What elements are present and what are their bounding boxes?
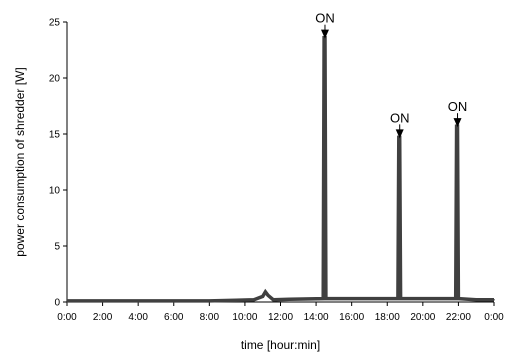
y-tick-label: 10: [49, 186, 61, 197]
data-point: [454, 297, 457, 300]
data-point: [493, 299, 495, 301]
y-tick-label: 5: [54, 242, 60, 253]
data-point: [253, 299, 255, 301]
on-annotation-arrowhead: [395, 129, 404, 139]
x-tick-label: 0:00: [57, 312, 77, 323]
data-point: [272, 299, 275, 301]
x-tick-label: 2:00: [93, 312, 113, 323]
data-point: [422, 297, 424, 300]
data-point: [261, 295, 264, 298]
on-annotation: ON: [390, 110, 410, 139]
data-point: [288, 298, 291, 301]
on-annotation-label: ON: [390, 110, 410, 125]
x-tick-label: 20:00: [410, 312, 435, 323]
x-tick-label: 12:00: [268, 312, 293, 323]
x-tick-label: 4:00: [128, 312, 148, 323]
x-tick-label: 18:00: [375, 312, 400, 323]
y-tick-label: 20: [49, 74, 61, 85]
x-tick-label: 8:00: [200, 312, 220, 323]
y-axis-label: power consumption of shredder [W]: [13, 67, 27, 256]
data-point: [173, 300, 175, 302]
on-annotation-arrowhead: [453, 118, 462, 128]
x-axis-label: time [hour:min]: [241, 338, 320, 352]
data-point: [66, 300, 68, 302]
data-point: [267, 294, 269, 297]
data-point: [137, 300, 139, 302]
data-point: [457, 297, 460, 300]
x-tick-label: 22:00: [446, 312, 471, 323]
on-annotation-label: ON: [448, 99, 468, 114]
x-tick-label: 0:00: [484, 312, 504, 323]
y-ticks: 0 5 10 15 20 25: [49, 18, 67, 309]
data-point: [399, 297, 402, 300]
on-annotation-label: ON: [315, 11, 335, 26]
x-tick-label: 6:00: [164, 312, 184, 323]
data-point: [101, 300, 104, 302]
x-tick-label: 14:00: [304, 312, 329, 323]
data-point: [235, 299, 237, 302]
data-point: [325, 297, 327, 300]
y-tick-label: 25: [49, 18, 61, 29]
plot-area: 0 5 10 15 20 25 0:00 2:00 4:00 6:00 8:00 10:00 12:0…: [49, 11, 504, 323]
data-point: [397, 297, 399, 300]
on-annotation: ON: [448, 99, 468, 128]
annotation-layer: ON ON ON: [315, 11, 467, 139]
series-line-0: [67, 35, 494, 303]
y-tick-label: 15: [49, 130, 61, 141]
data-point: [322, 297, 325, 300]
y-tick-label: 0: [54, 298, 60, 309]
series-layer: [66, 35, 495, 303]
x-tick-label: 16:00: [339, 312, 364, 323]
on-annotation: ON: [315, 11, 335, 39]
x-ticks: 0:00 2:00 4:00 6:00 8:00 10:00 12:00 14:00 16:00…: [57, 302, 504, 323]
data-point: [475, 299, 478, 301]
data-point: [264, 291, 267, 293]
data-point: [342, 297, 344, 300]
x-tick-label: 10:00: [232, 312, 257, 323]
on-annotation-arrowhead: [320, 29, 329, 39]
data-point: [208, 300, 211, 302]
